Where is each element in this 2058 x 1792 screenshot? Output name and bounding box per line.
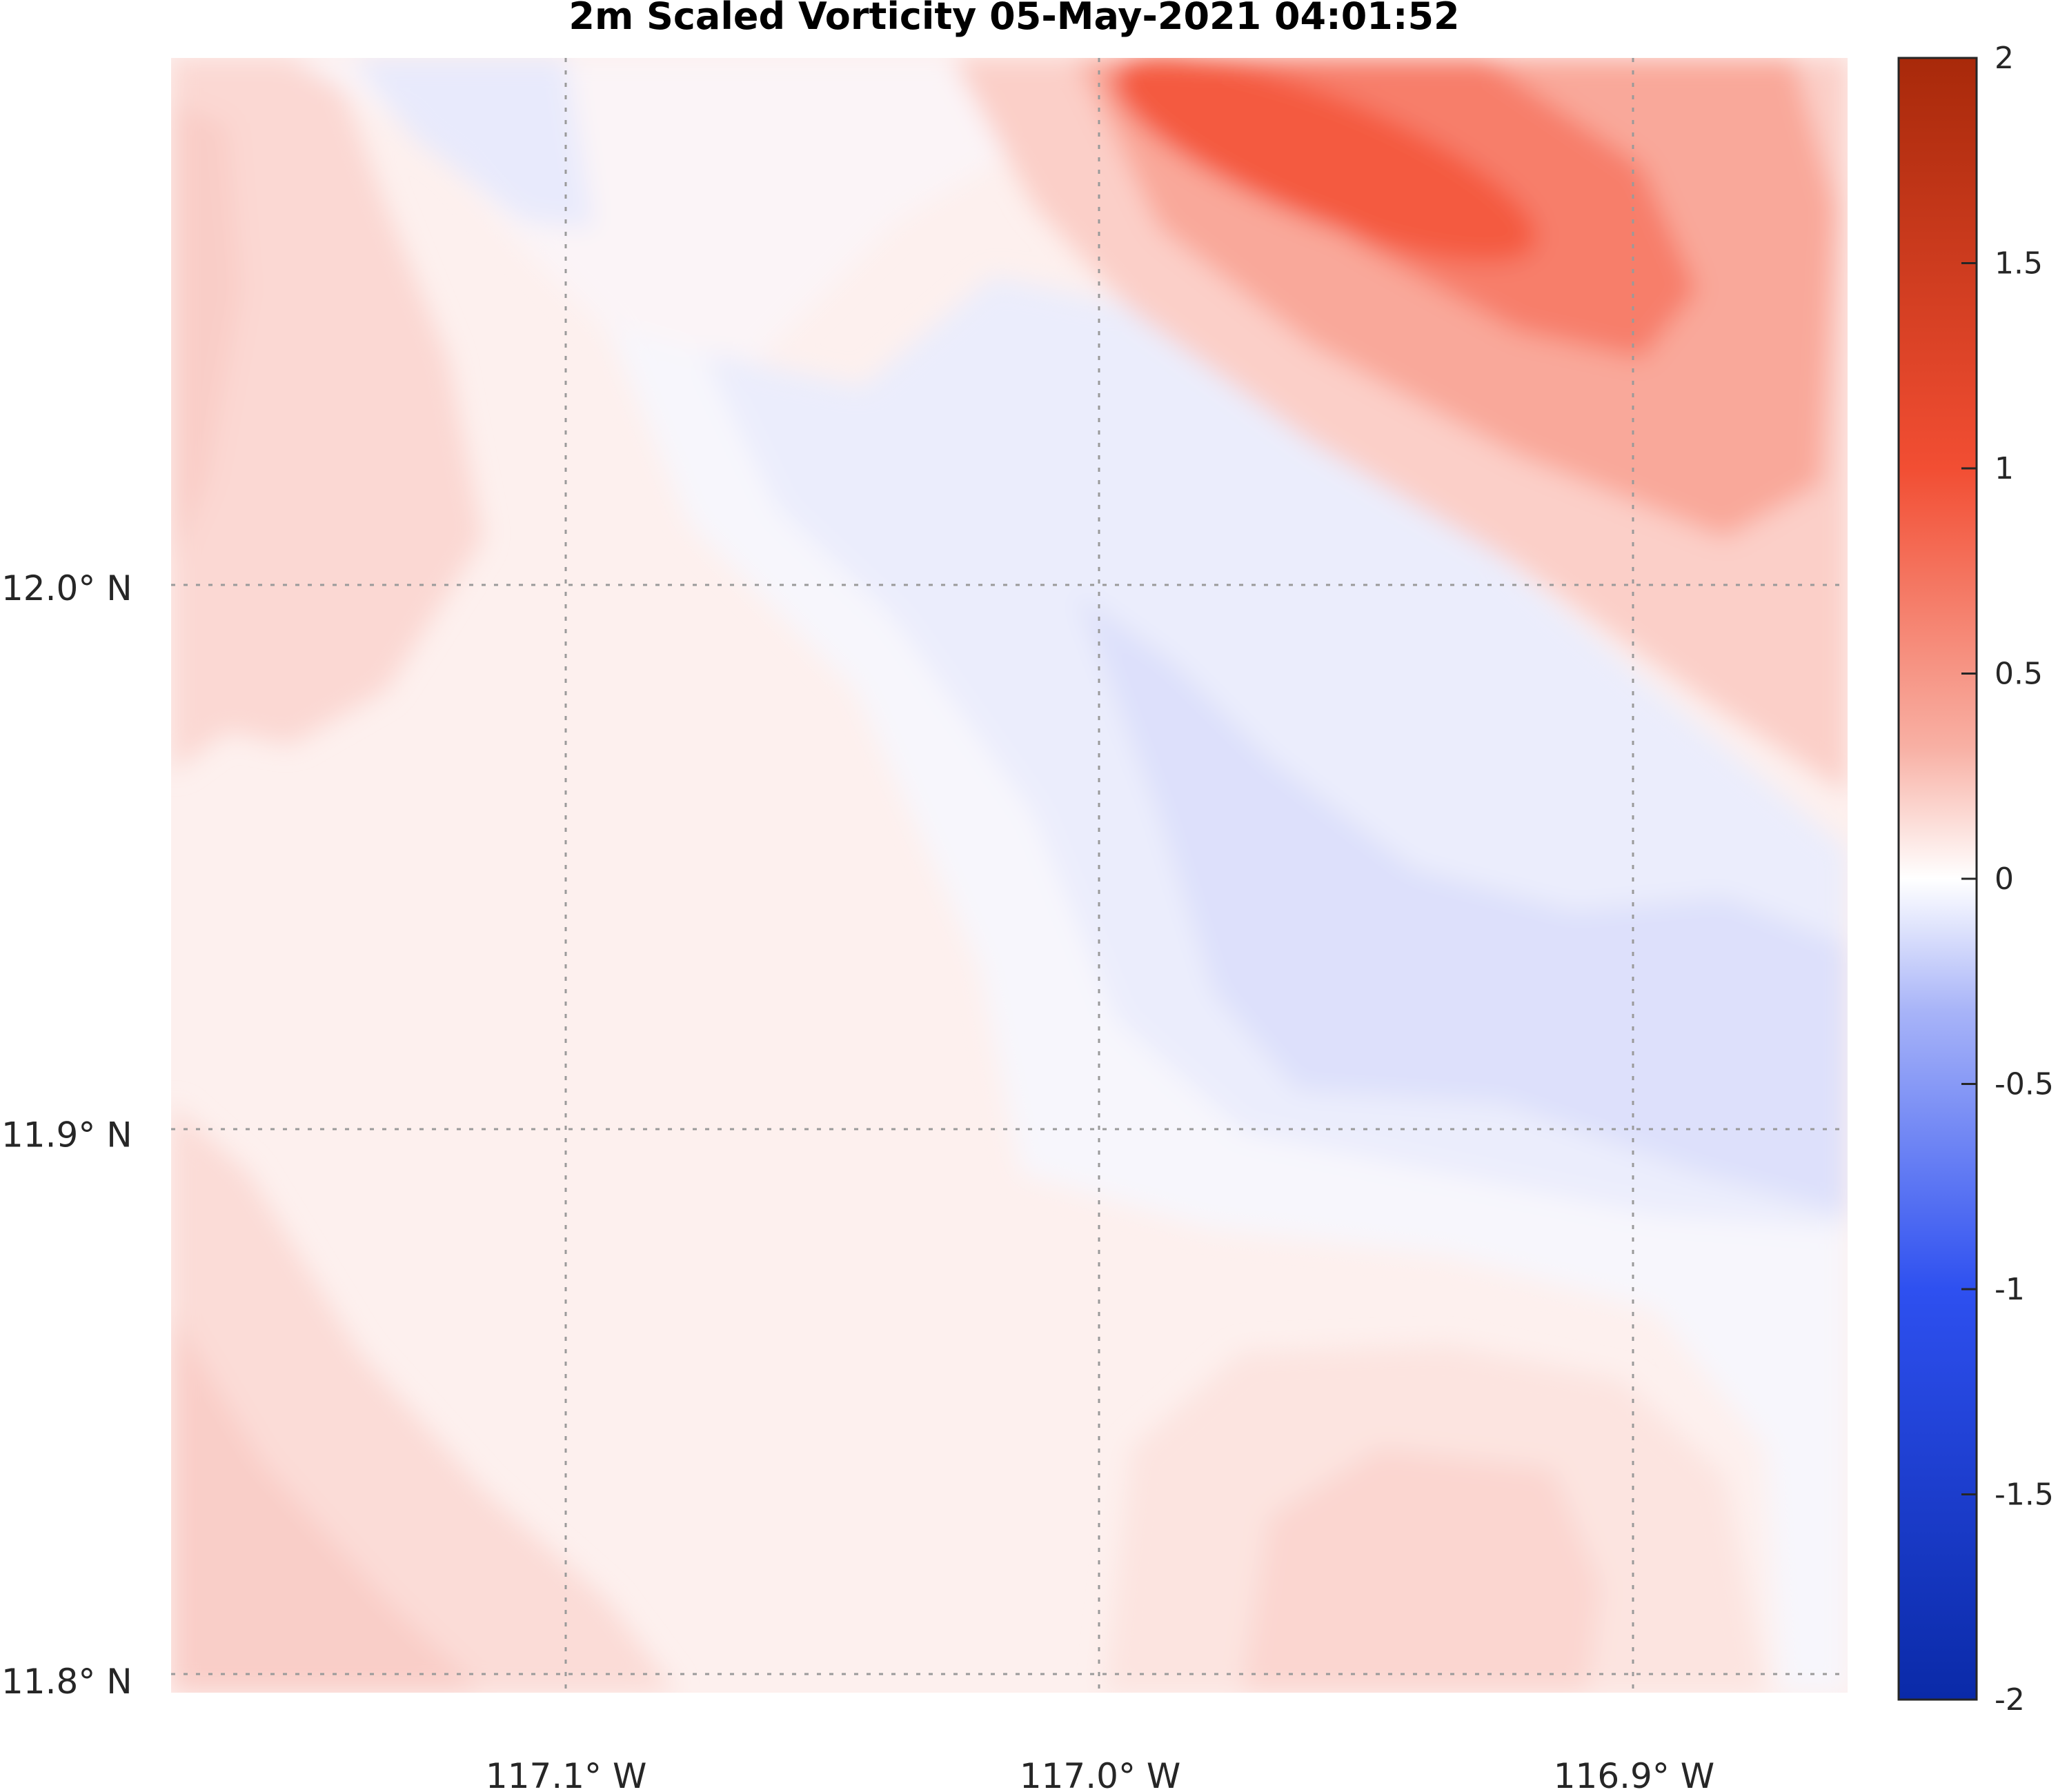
x-tick-label: 116.9° W <box>1554 1756 1714 1792</box>
y-tick-label: 11.8° N <box>1 1662 132 1702</box>
y-tick-label: 12.0° N <box>1 568 132 608</box>
colorbar-tick-label: -1 <box>1995 1272 2025 1307</box>
chart-title: 2m Scaled Vorticity 05-May-2021 04:01:52 <box>568 0 1459 38</box>
contour-neutral-band <box>607 324 1848 1693</box>
y-axis-ticks: 12.0° N 11.9° N 11.8° N <box>1 568 132 1702</box>
colorbar: 2 1.5 1 0.5 0 -0.5 -1 -1.5 -2 <box>1897 41 2054 1718</box>
colorbar-tick-label: -0.5 <box>1995 1067 2054 1102</box>
colorbar-tick-label: 2 <box>1995 41 2014 76</box>
contour-negative-core <box>1076 593 1848 1214</box>
colorbar-tick-label: 1.5 <box>1995 246 2043 281</box>
contour-positive-south-inner <box>1242 1448 1601 1693</box>
x-tick-label: 117.1° W <box>486 1756 646 1792</box>
colorbar-tick-label: 0.5 <box>1995 657 2043 692</box>
colorbar-tick-label: -1.5 <box>1995 1477 2054 1513</box>
contour-negative-nw <box>352 58 593 228</box>
colorbar-tick-label: 0 <box>1995 862 2014 897</box>
vorticity-field <box>171 58 1848 1693</box>
colorbar-ticks: 2 1.5 1 0.5 0 -0.5 -1 -1.5 -2 <box>1961 41 2054 1718</box>
x-tick-label: 117.0° W <box>1020 1756 1180 1792</box>
colorbar-tick-label: 1 <box>1995 451 2014 486</box>
y-tick-label: 11.9° N <box>1 1115 132 1155</box>
contour-positive-sw-inner <box>171 1311 483 1693</box>
colorbar-tick-label: -2 <box>1995 1682 2025 1718</box>
contour-positive-west <box>171 58 483 773</box>
field-contours <box>171 58 1848 1693</box>
x-axis-ticks: 117.1° W 117.0° W 116.9° W <box>486 1756 1714 1792</box>
contour-positive-west-inner <box>171 103 241 566</box>
vorticity-maximum <box>1112 58 1537 262</box>
